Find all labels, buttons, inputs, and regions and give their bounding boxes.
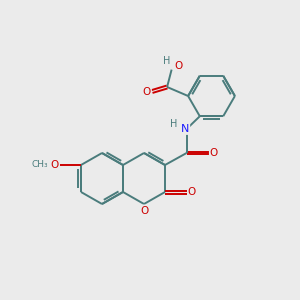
Text: O: O	[188, 187, 196, 197]
Text: O: O	[174, 61, 182, 71]
Text: H: H	[163, 56, 170, 66]
Text: N: N	[181, 124, 189, 134]
Text: CH₃: CH₃	[31, 160, 48, 169]
Text: O: O	[210, 148, 218, 158]
Text: O: O	[142, 87, 151, 97]
Text: H: H	[170, 118, 178, 129]
Text: O: O	[141, 206, 149, 216]
Text: O: O	[50, 160, 59, 170]
